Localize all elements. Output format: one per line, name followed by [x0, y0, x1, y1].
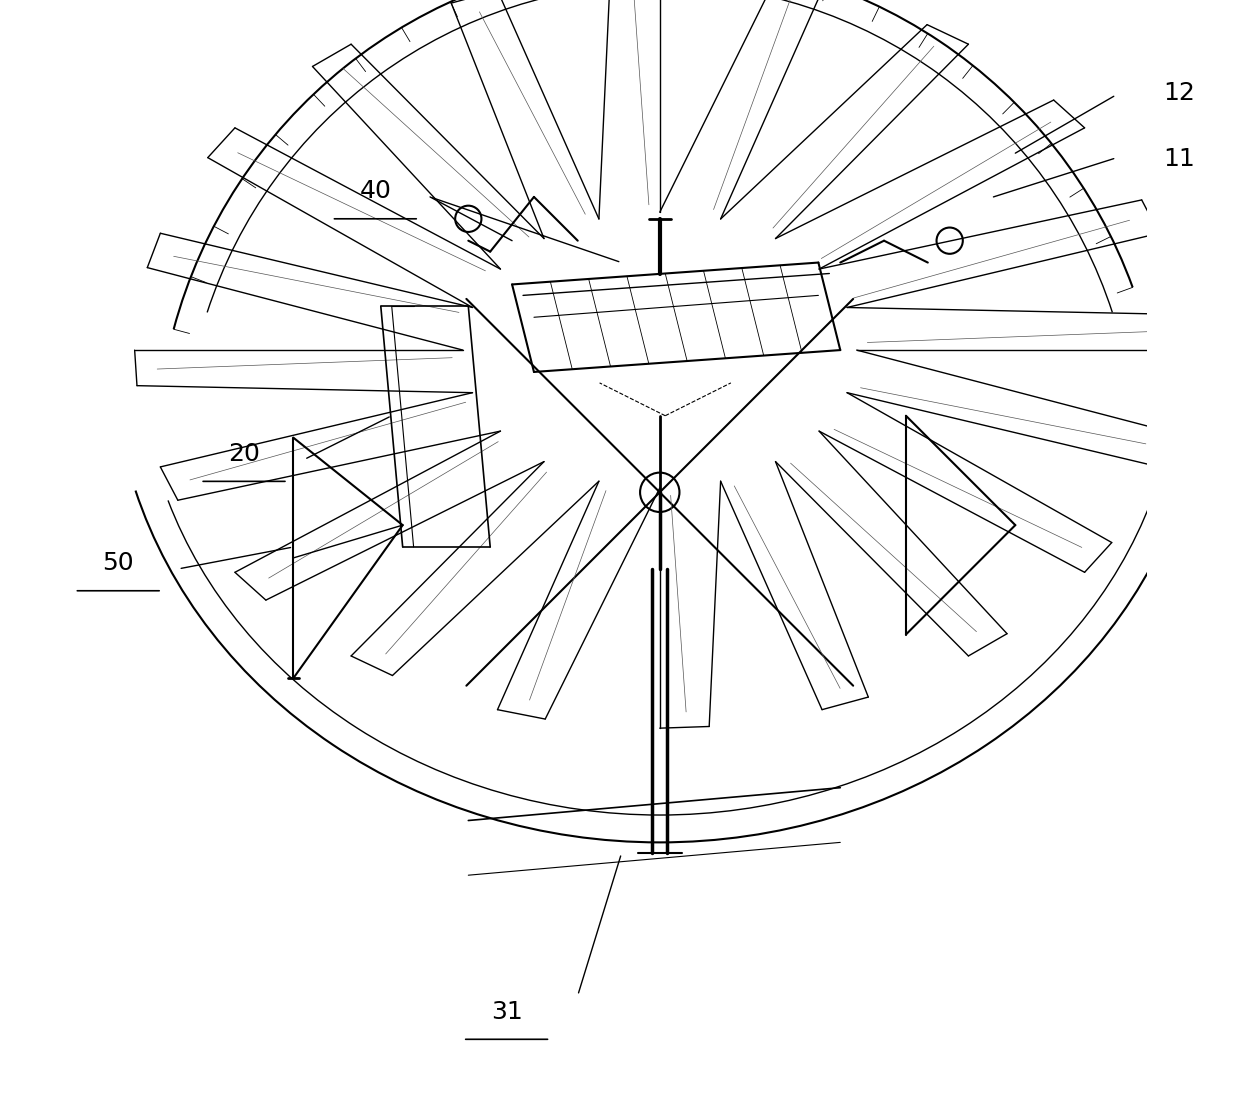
- Text: 11: 11: [1163, 147, 1195, 171]
- Text: 31: 31: [491, 1000, 522, 1024]
- Circle shape: [455, 206, 481, 232]
- Text: 40: 40: [360, 179, 392, 203]
- Text: 20: 20: [228, 442, 260, 466]
- Circle shape: [936, 228, 962, 254]
- Text: 50: 50: [103, 551, 134, 575]
- Text: 12: 12: [1163, 81, 1195, 105]
